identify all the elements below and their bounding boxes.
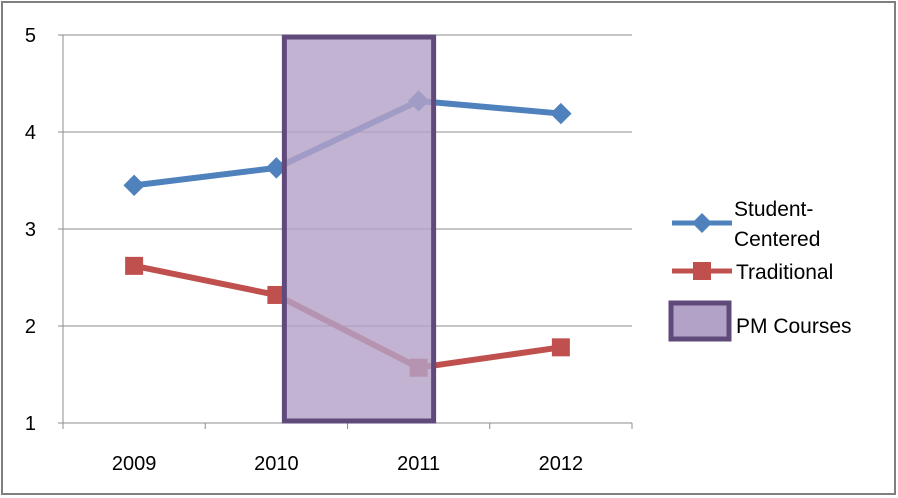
y-tick-label: 1 xyxy=(25,413,36,435)
legend-label-line: Student- xyxy=(734,198,813,221)
pm-courses-highlight xyxy=(281,34,437,424)
y-tick-label: 5 xyxy=(25,25,36,47)
data-point xyxy=(267,285,286,304)
legend-label-pm-courses: PM Courses xyxy=(736,315,852,338)
x-tick-label: 2010 xyxy=(254,453,299,475)
x-tick-label: 2011 xyxy=(397,453,440,475)
y-tick-label: 2 xyxy=(25,316,36,338)
legend-label-student-centered: Student- Centered xyxy=(734,198,820,251)
legend-swatch-pm-courses xyxy=(668,300,732,342)
y-tick-label: 3 xyxy=(25,219,36,241)
data-point xyxy=(550,102,572,125)
x-tick-label: 2012 xyxy=(539,453,584,475)
y-tick-label: 4 xyxy=(25,122,36,144)
data-point xyxy=(551,338,570,357)
data-point xyxy=(123,174,145,197)
data-point xyxy=(125,256,144,275)
legend-marker-traditional xyxy=(693,262,711,280)
legend-label-line: Centered xyxy=(734,228,820,251)
legend-label-traditional: Traditional xyxy=(736,261,833,284)
legend-marker-student-centered xyxy=(692,213,712,233)
x-tick-label: 2009 xyxy=(112,453,157,475)
legend: Student- Centered Traditional PM Courses xyxy=(668,198,852,342)
